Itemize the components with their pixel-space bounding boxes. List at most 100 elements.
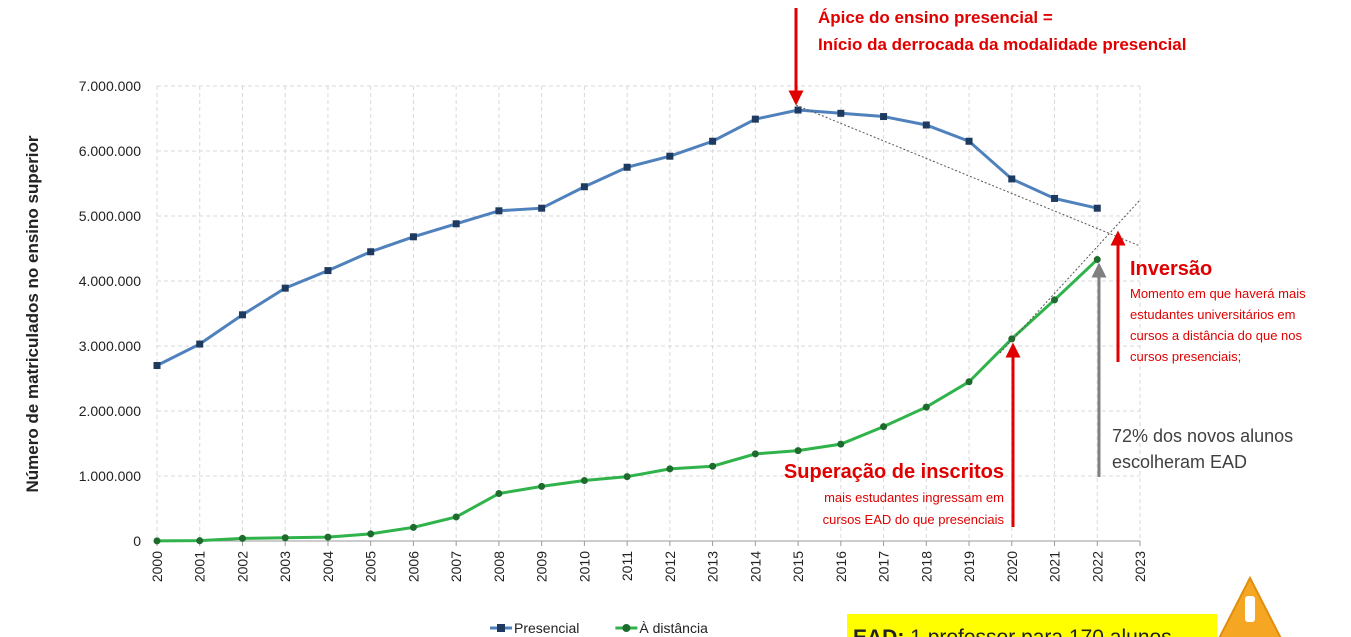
point <box>196 340 204 348</box>
plot: 0 1.000.000 2.000.000 3.000.000 4.000.000 5.0… <box>79 78 1148 636</box>
point <box>153 362 161 369</box>
annotation: cursos a distância do que nos <box>1130 328 1302 343</box>
point <box>709 462 717 470</box>
trend-line <box>999 199 1141 354</box>
point <box>367 248 375 256</box>
annotation: Superação de inscritos <box>784 461 1004 483</box>
y-axis-label: Número de matriculados no ensino superio… <box>23 135 42 492</box>
point <box>794 106 802 114</box>
annotation: estudantes universitários em <box>1130 307 1295 322</box>
annotation: cursos EAD do que presenciais <box>823 512 1005 527</box>
point <box>196 537 204 545</box>
point <box>1051 194 1059 202</box>
x-tick-label: 2012 <box>662 551 678 582</box>
point <box>452 220 460 228</box>
point <box>666 465 674 473</box>
x-tick-label: 2022 <box>1089 551 1105 582</box>
point <box>623 163 631 171</box>
x-tick-label: 2002 <box>234 551 250 582</box>
annotation: mais estudantes ingressam em <box>824 490 1004 505</box>
annotation: Início da derrocada da modalidade presen… <box>818 35 1186 54</box>
x-tick-label: 2006 <box>405 551 421 582</box>
point <box>538 204 546 212</box>
point <box>324 533 332 541</box>
y-tick-label: 1.000.000 <box>79 468 141 484</box>
x-tick-label: 2015 <box>790 551 806 582</box>
y-tick-label: 3.000.000 <box>79 338 141 354</box>
y-tick-label: 6.000.000 <box>79 143 141 159</box>
point <box>623 473 631 481</box>
annotation-text: 1 professor para 170 alunos <box>904 626 1171 637</box>
annotation-bold: EAD: <box>853 626 904 637</box>
annotation: cursos presenciais; <box>1130 349 1241 364</box>
point <box>409 233 417 241</box>
highlight-box <box>847 614 1217 637</box>
point <box>409 523 417 531</box>
point <box>965 137 973 145</box>
point <box>922 121 930 129</box>
point <box>153 537 161 545</box>
x-tick-label: 2001 <box>192 551 208 582</box>
point <box>880 113 888 121</box>
point <box>1093 256 1101 264</box>
x-tick-label: 2013 <box>705 551 721 582</box>
point <box>751 115 759 123</box>
point <box>281 284 289 292</box>
annotation: EAD: 1 professor para 170 alunos <box>853 626 1172 637</box>
y-tick-label: 7.000.000 <box>79 78 141 94</box>
legend-marker <box>622 624 631 632</box>
legend-label: À distância <box>639 620 708 636</box>
x-tick-label: 2014 <box>747 551 763 582</box>
x-tick-label: 2007 <box>448 551 464 582</box>
annotation: 72% dos novos alunos <box>1112 426 1293 446</box>
point <box>1008 335 1016 343</box>
x-tick-label: 2021 <box>1047 551 1063 582</box>
point <box>324 267 332 275</box>
point <box>281 534 289 542</box>
x-tick-label: 2005 <box>363 551 379 582</box>
x-tick-label: 2009 <box>534 551 550 582</box>
annotation: Momento em que haverá mais <box>1130 286 1306 301</box>
point <box>751 450 759 458</box>
point <box>580 183 588 191</box>
x-tick-label: 2017 <box>876 551 892 582</box>
x-tick-label: 2019 <box>961 551 977 582</box>
point <box>794 447 802 455</box>
x-tick-label: 2011 <box>619 551 635 581</box>
point <box>837 440 845 448</box>
annotation: escolheram EAD <box>1112 452 1247 472</box>
point <box>709 137 717 145</box>
point <box>1051 296 1059 304</box>
point <box>1093 204 1101 212</box>
y-tick-label: 0 <box>133 533 141 549</box>
trend-line <box>795 104 1141 247</box>
point <box>666 152 674 160</box>
point <box>495 207 503 215</box>
annotation: Inversão <box>1130 258 1212 280</box>
legend-marker <box>497 624 505 632</box>
x-tick-label: 2004 <box>320 551 336 582</box>
y-tick-label: 5.000.000 <box>79 208 141 224</box>
annotation: Ápice do ensino presencial = <box>818 8 1053 27</box>
point <box>238 311 246 319</box>
point <box>965 378 973 386</box>
point <box>367 530 375 538</box>
x-tick-label: 2003 <box>277 551 293 582</box>
point <box>837 109 845 117</box>
x-tick-label: 2020 <box>1004 551 1020 582</box>
x-tick-label: 2000 <box>149 551 165 582</box>
point <box>452 513 460 521</box>
x-tick-label: 2023 <box>1132 551 1148 582</box>
x-tick-label: 2018 <box>918 551 934 582</box>
point <box>880 423 888 431</box>
warning-icon <box>1245 596 1255 622</box>
x-tick-label: 2010 <box>576 551 592 582</box>
y-tick-label: 4.000.000 <box>79 273 141 289</box>
x-tick-label: 2016 <box>833 551 849 582</box>
y-tick-label: 2.000.000 <box>79 403 141 419</box>
point <box>580 477 588 485</box>
legend-label: Presencial <box>514 620 579 636</box>
point <box>495 490 503 498</box>
point <box>538 482 546 490</box>
